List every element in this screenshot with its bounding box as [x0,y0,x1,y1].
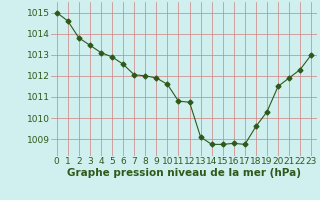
X-axis label: Graphe pression niveau de la mer (hPa): Graphe pression niveau de la mer (hPa) [67,168,301,178]
